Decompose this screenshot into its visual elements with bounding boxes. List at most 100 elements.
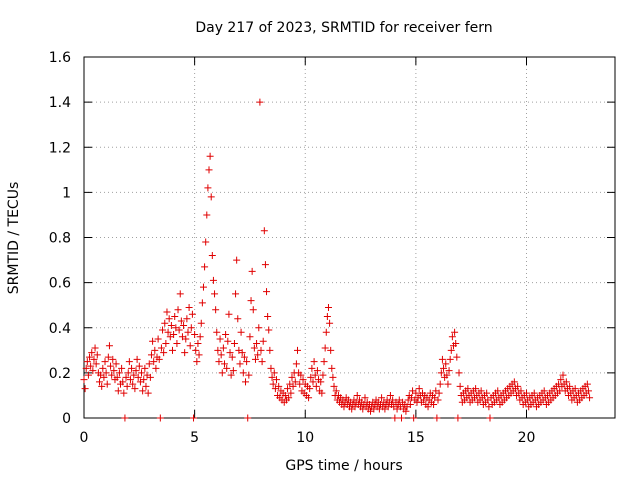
data-point <box>318 389 326 397</box>
data-point <box>266 346 274 354</box>
data-point <box>258 358 266 366</box>
y-tick-label: 1.4 <box>49 95 71 111</box>
data-point <box>378 394 386 402</box>
data-point <box>165 315 173 323</box>
data-point <box>88 349 96 357</box>
data-point <box>233 256 241 264</box>
data-point <box>442 360 450 368</box>
data-point <box>198 299 206 307</box>
x-tick-label: 5 <box>190 430 199 446</box>
data-point <box>312 382 320 390</box>
data-point <box>167 321 175 329</box>
data-point <box>147 351 155 359</box>
x-axis-label: GPS time / hours <box>285 458 402 474</box>
data-point <box>309 378 317 386</box>
data-point <box>82 364 90 372</box>
ticks: 0 0.2 0.4 0.6 0.8 1 1.2 1.4 1.6 0 5 10 15 20 <box>49 50 615 446</box>
x-tick-label: 10 <box>296 430 314 446</box>
data-point <box>173 340 181 348</box>
data-point <box>90 355 98 363</box>
data-point <box>238 349 246 357</box>
data-point <box>155 355 163 363</box>
data-point <box>453 353 461 361</box>
data-point <box>132 367 140 375</box>
data-point <box>121 414 129 422</box>
data-point <box>436 380 444 388</box>
data-point <box>438 355 446 363</box>
data-point <box>477 387 485 395</box>
data-point <box>212 306 220 314</box>
data-point <box>326 319 334 327</box>
data-point <box>275 382 283 390</box>
data-point <box>187 324 195 332</box>
data-point <box>171 312 179 320</box>
data-point <box>217 351 225 359</box>
data-point <box>211 290 219 298</box>
data-point <box>311 371 319 379</box>
gridlines <box>84 57 615 418</box>
data-point <box>227 371 235 379</box>
y-tick-label: 0.6 <box>49 276 71 292</box>
data-point <box>133 355 141 363</box>
data-point <box>306 385 314 393</box>
data-point <box>323 312 331 320</box>
data-point <box>193 358 201 366</box>
data-point <box>129 380 137 388</box>
data-point <box>161 319 169 327</box>
data-point <box>202 238 210 246</box>
y-tick-label: 1.6 <box>49 50 71 66</box>
chart-title: Day 217 of 2023, SRMTID for receiver fer… <box>195 20 492 36</box>
data-point <box>192 346 200 354</box>
data-point <box>123 382 131 390</box>
data-point <box>435 389 443 397</box>
data-point <box>146 373 154 381</box>
y-tick-label: 1.2 <box>49 140 71 156</box>
data-point <box>263 288 271 296</box>
data-point <box>139 387 147 395</box>
x-tick-label: 0 <box>80 430 89 446</box>
data-point <box>236 360 244 368</box>
data-point <box>566 382 574 390</box>
data-point <box>99 364 107 372</box>
data-point <box>93 351 101 359</box>
data-point <box>184 328 192 336</box>
data-point <box>433 414 441 422</box>
data-point <box>451 328 459 336</box>
data-point <box>249 306 257 314</box>
data-point <box>397 414 405 422</box>
data-point <box>299 376 307 384</box>
data-point <box>246 333 254 341</box>
data-point <box>305 394 313 402</box>
data-point <box>109 355 117 363</box>
data-point <box>100 373 108 381</box>
data-point <box>292 360 300 368</box>
data-point <box>517 387 525 395</box>
x-tick-label: 20 <box>518 430 536 446</box>
data-point <box>330 382 338 390</box>
data-point <box>255 324 263 332</box>
data-point <box>105 342 113 350</box>
data-point <box>586 394 594 402</box>
data-point <box>195 351 203 359</box>
data-point <box>291 378 299 386</box>
data-point <box>261 261 269 269</box>
data-point <box>126 376 134 384</box>
data-point <box>251 355 259 363</box>
data-point <box>113 373 121 381</box>
data-point <box>199 283 207 291</box>
data-point <box>254 351 262 359</box>
data-point <box>125 358 133 366</box>
data-point <box>87 362 95 370</box>
data-point <box>472 385 480 393</box>
data-point <box>114 387 122 395</box>
data-point <box>557 376 565 384</box>
data-point <box>259 337 267 345</box>
data-point <box>98 382 106 390</box>
data-point <box>229 367 237 375</box>
data-point <box>353 391 361 399</box>
data-point <box>107 362 115 370</box>
data-point <box>104 353 112 361</box>
data-point <box>80 376 88 384</box>
data-point <box>248 267 256 275</box>
